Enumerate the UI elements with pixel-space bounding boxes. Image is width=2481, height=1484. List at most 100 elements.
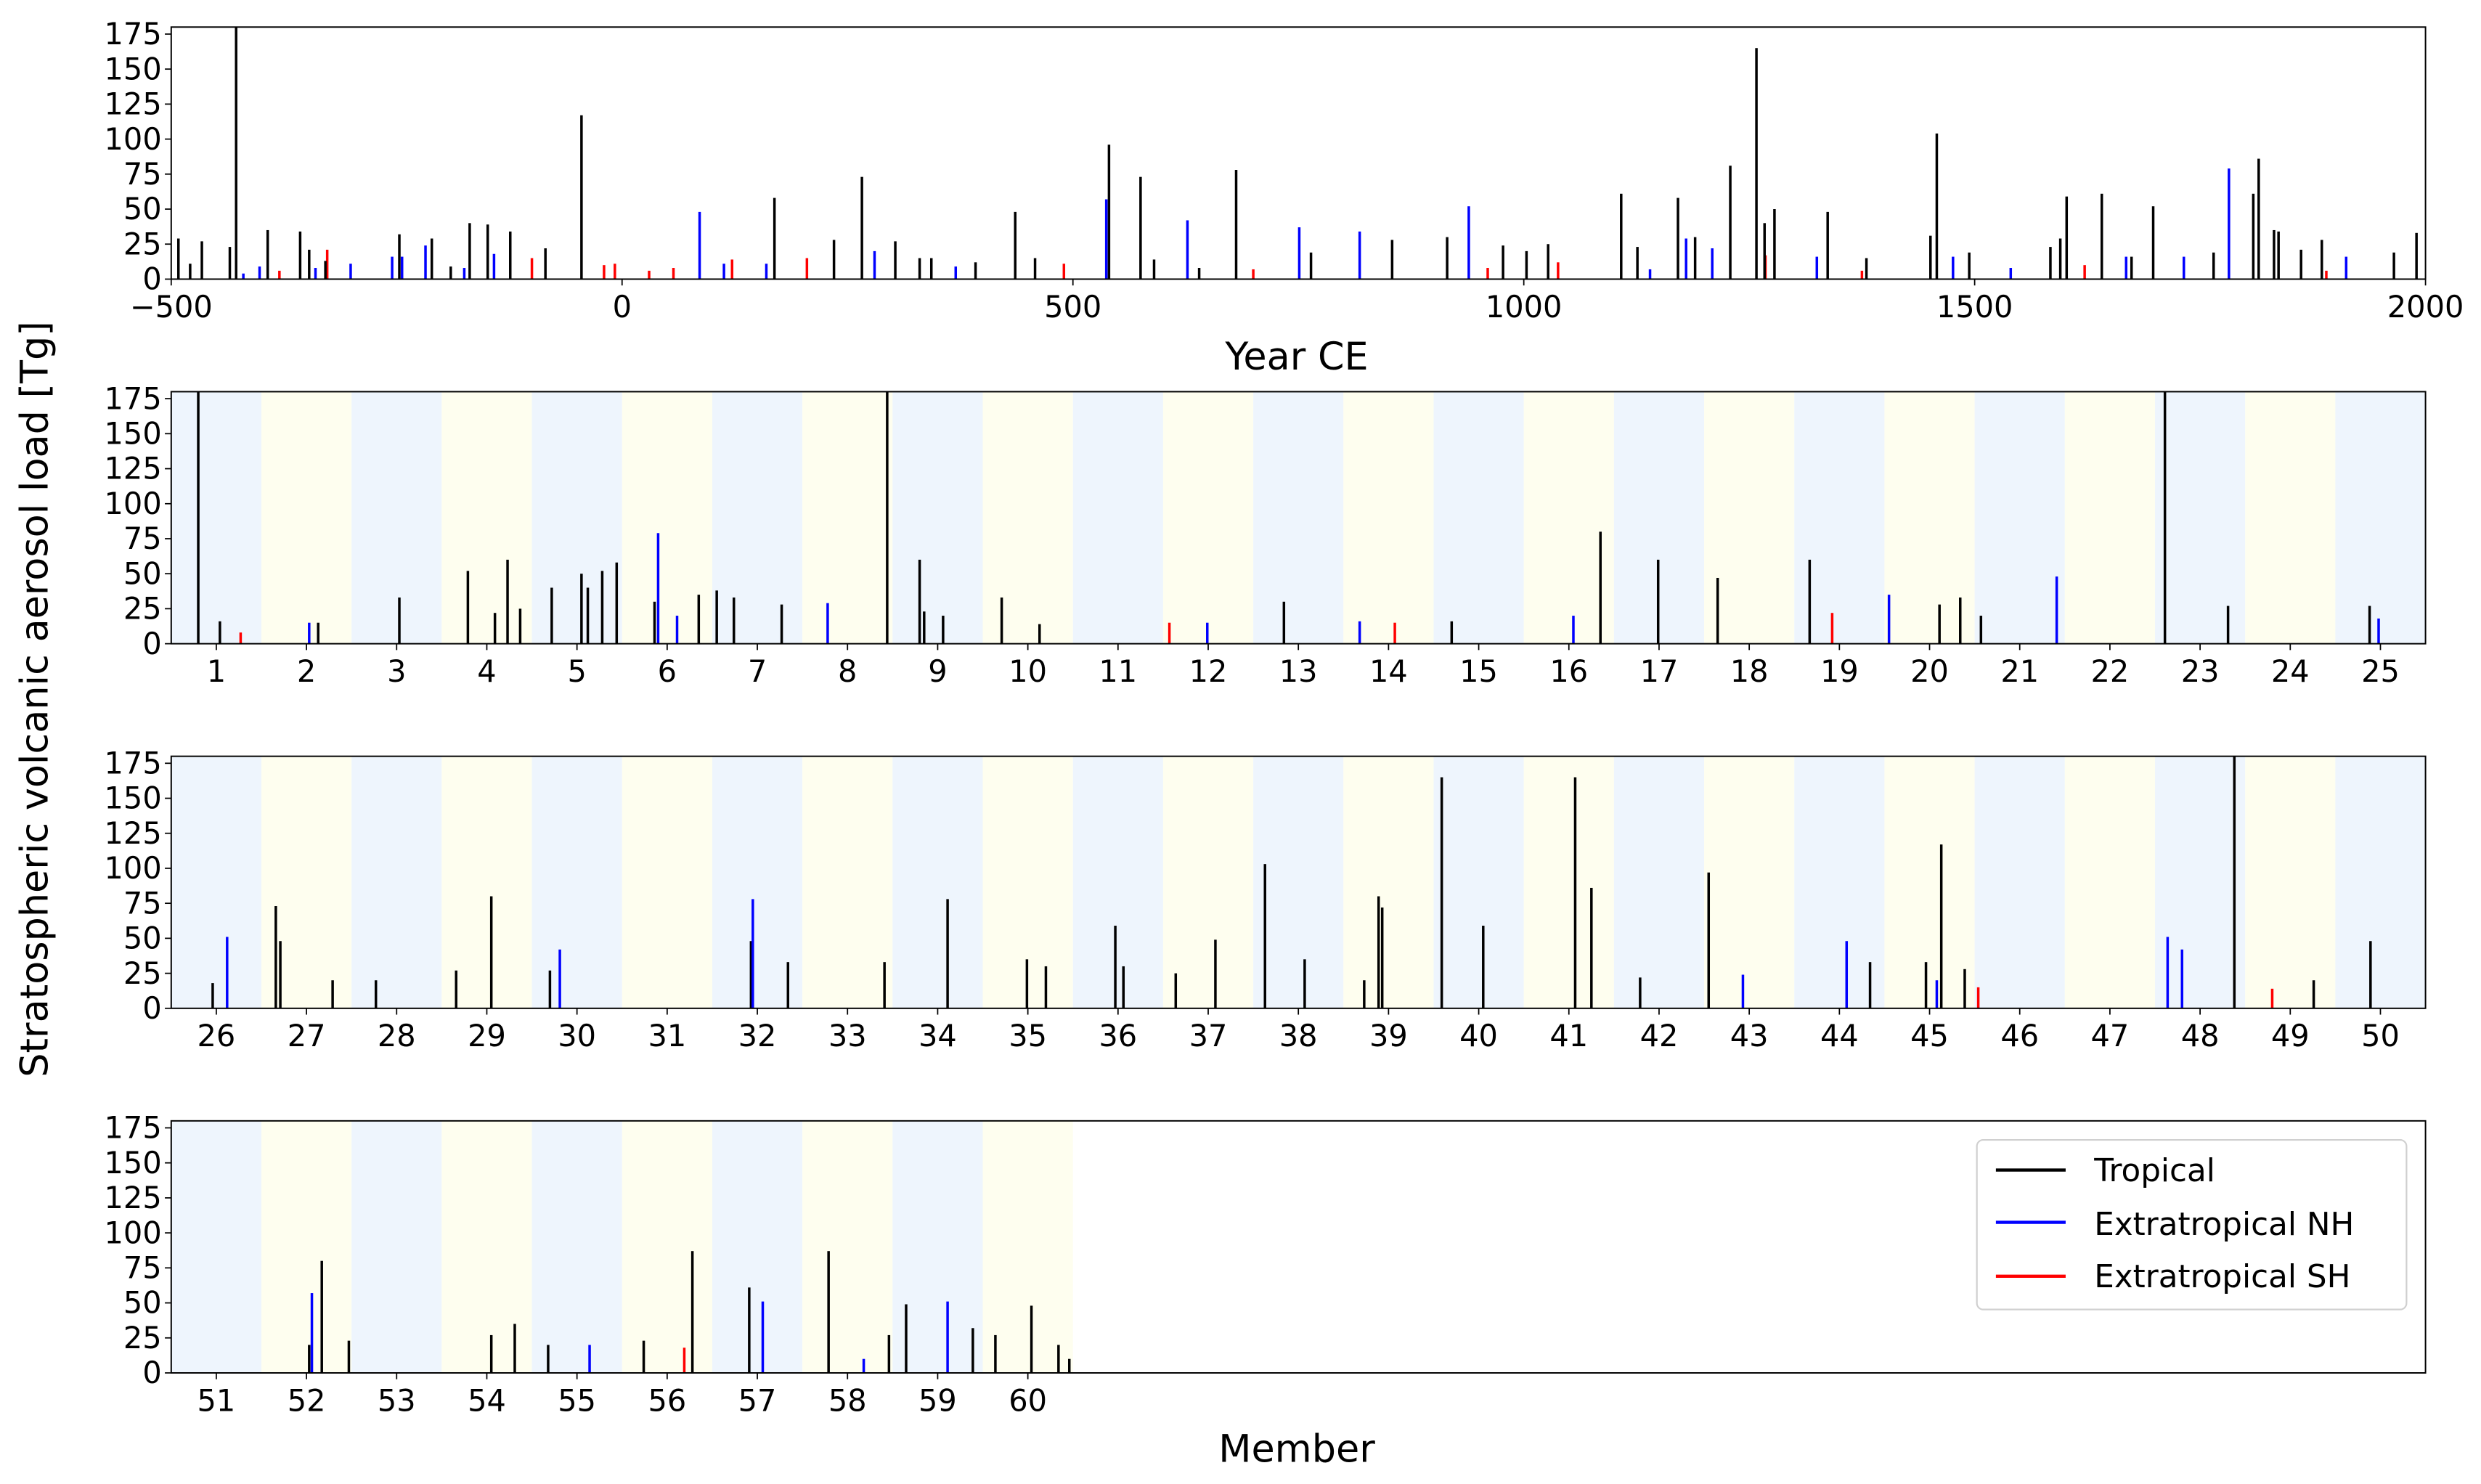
member-band-7 (712, 391, 803, 644)
bar-extratropical-nh (2228, 168, 2231, 280)
y-tick-label: 100 (105, 121, 162, 157)
member-band-26 (171, 756, 261, 1008)
x-tick-label: 0 (613, 289, 632, 325)
bar-tropical (1044, 966, 1048, 1008)
bar-tropical (586, 587, 590, 644)
bar-tropical (2392, 252, 2395, 280)
bar-extratropical-sh (530, 258, 534, 280)
y-tick-label: 125 (105, 1180, 162, 1215)
bar-extratropical-nh (1297, 227, 1301, 280)
bar-tropical (274, 906, 277, 1008)
bar-extratropical-nh (2183, 256, 2185, 280)
member-band-30 (531, 756, 622, 1008)
bar-tropical (200, 241, 203, 280)
bar-tropical (2369, 941, 2372, 1008)
member-band-59 (892, 1120, 983, 1373)
bar-extratropical-nh (2377, 618, 2380, 644)
x-tick-label-member-40: 40 (1459, 1018, 1498, 1053)
bar-tropical (1030, 1305, 1033, 1373)
bar-tropical (1935, 133, 1939, 280)
x-tick-label-member-9: 9 (928, 653, 947, 689)
bar-tropical (1716, 577, 1719, 644)
bar-extratropical-nh (1358, 621, 1361, 644)
bar-extratropical-sh (1976, 987, 1980, 1008)
bar-tropical (1263, 864, 1266, 1008)
bar-tropical (398, 597, 401, 644)
bar-tropical (886, 391, 889, 644)
y-tick-label: 175 (105, 745, 162, 780)
x-tick-label-member-58: 58 (828, 1382, 867, 1418)
member-band-36 (1072, 756, 1163, 1008)
member-band-22 (2064, 391, 2156, 644)
axes-frame (170, 391, 2427, 645)
bar-tropical (1547, 244, 1549, 280)
y-tick-label: 50 (123, 191, 162, 227)
bar-extratropical-sh (1830, 613, 1834, 644)
x-tick-label-member-5: 5 (567, 653, 586, 689)
bar-tropical (748, 1287, 751, 1373)
member-band-45 (1884, 756, 1975, 1008)
x-tick-label-member-55: 55 (558, 1382, 596, 1418)
bar-extratropical-nh (558, 949, 561, 1008)
member-band-57 (712, 1120, 803, 1373)
bar-tropical (1390, 240, 1394, 280)
panel-members-26-50: 26 27 28 29 30 31 32 33 34 35 36 37 38 39 40 41 42 43 44 45… (105, 745, 2427, 1053)
bar-tropical (1959, 597, 1962, 644)
bar-extratropical-nh (2180, 949, 2184, 1008)
x-tick-label-member-35: 35 (1009, 1018, 1047, 1053)
x-tick-label: 500 (1044, 289, 1101, 325)
member-band-6 (622, 391, 712, 644)
y-tick-label: 25 (123, 955, 162, 991)
bar-extratropical-nh (1358, 231, 1361, 280)
bar-extratropical-nh (349, 264, 352, 280)
x-tick-label-member-51: 51 (197, 1382, 236, 1418)
member-band-9 (892, 391, 983, 644)
y-tick-label: 175 (105, 1110, 162, 1146)
bar-tropical (324, 261, 327, 280)
bar-tropical (2368, 606, 2371, 644)
bar-tropical (320, 1260, 323, 1373)
bar-tropical (1282, 601, 1286, 644)
bar-tropical (1038, 624, 1041, 644)
bar-extratropical-nh (675, 616, 679, 644)
bar-tropical (773, 197, 776, 280)
member-band-13 (1253, 391, 1344, 644)
bar-tropical (1929, 235, 1932, 280)
bar-tropical (1808, 559, 1812, 644)
x-tick-label-member-13: 13 (1279, 653, 1318, 689)
member-band-40 (1433, 756, 1524, 1008)
y-tick-label: 175 (105, 380, 162, 416)
x-tick-label-member-14: 14 (1369, 653, 1408, 689)
bar-tropical (1197, 268, 1201, 280)
x-tick-label-member-52: 52 (288, 1382, 326, 1418)
x-tick-label-member-41: 41 (1549, 1018, 1588, 1053)
x-tick-label-member-60: 60 (1009, 1382, 1047, 1418)
x-tick-label-member-19: 19 (1820, 653, 1859, 689)
x-tick-label-member-44: 44 (1820, 1018, 1859, 1053)
member-band-58 (802, 1120, 893, 1373)
bar-tropical (600, 571, 604, 644)
x-tick-label-member-39: 39 (1369, 1018, 1408, 1053)
bar-tropical (2049, 247, 2052, 280)
bar-extratropical-sh (603, 265, 606, 280)
bar-tropical (347, 1340, 351, 1373)
bar-tropical (1482, 926, 1485, 1008)
bar-extratropical-nh (308, 622, 311, 644)
bar-extratropical-nh (463, 268, 466, 280)
bar-tropical (2151, 206, 2155, 280)
member-band-33 (802, 756, 893, 1008)
x-tick-label-member-31: 31 (648, 1018, 686, 1053)
bar-tropical (430, 238, 433, 280)
x-tick-label-member-20: 20 (1910, 653, 1949, 689)
legend-box (1976, 1138, 2408, 1310)
bar-tropical (506, 559, 509, 644)
x-tick-label-member-36: 36 (1099, 1018, 1137, 1053)
x-tick-label-member-50: 50 (2361, 1018, 2400, 1053)
bar-extratropical-nh (1935, 980, 1939, 1008)
member-band-29 (441, 756, 532, 1008)
bar-tropical (1502, 245, 1504, 280)
bar-tropical (1636, 247, 1639, 280)
member-band-51 (171, 1120, 261, 1373)
bar-tropical (1865, 258, 1868, 280)
